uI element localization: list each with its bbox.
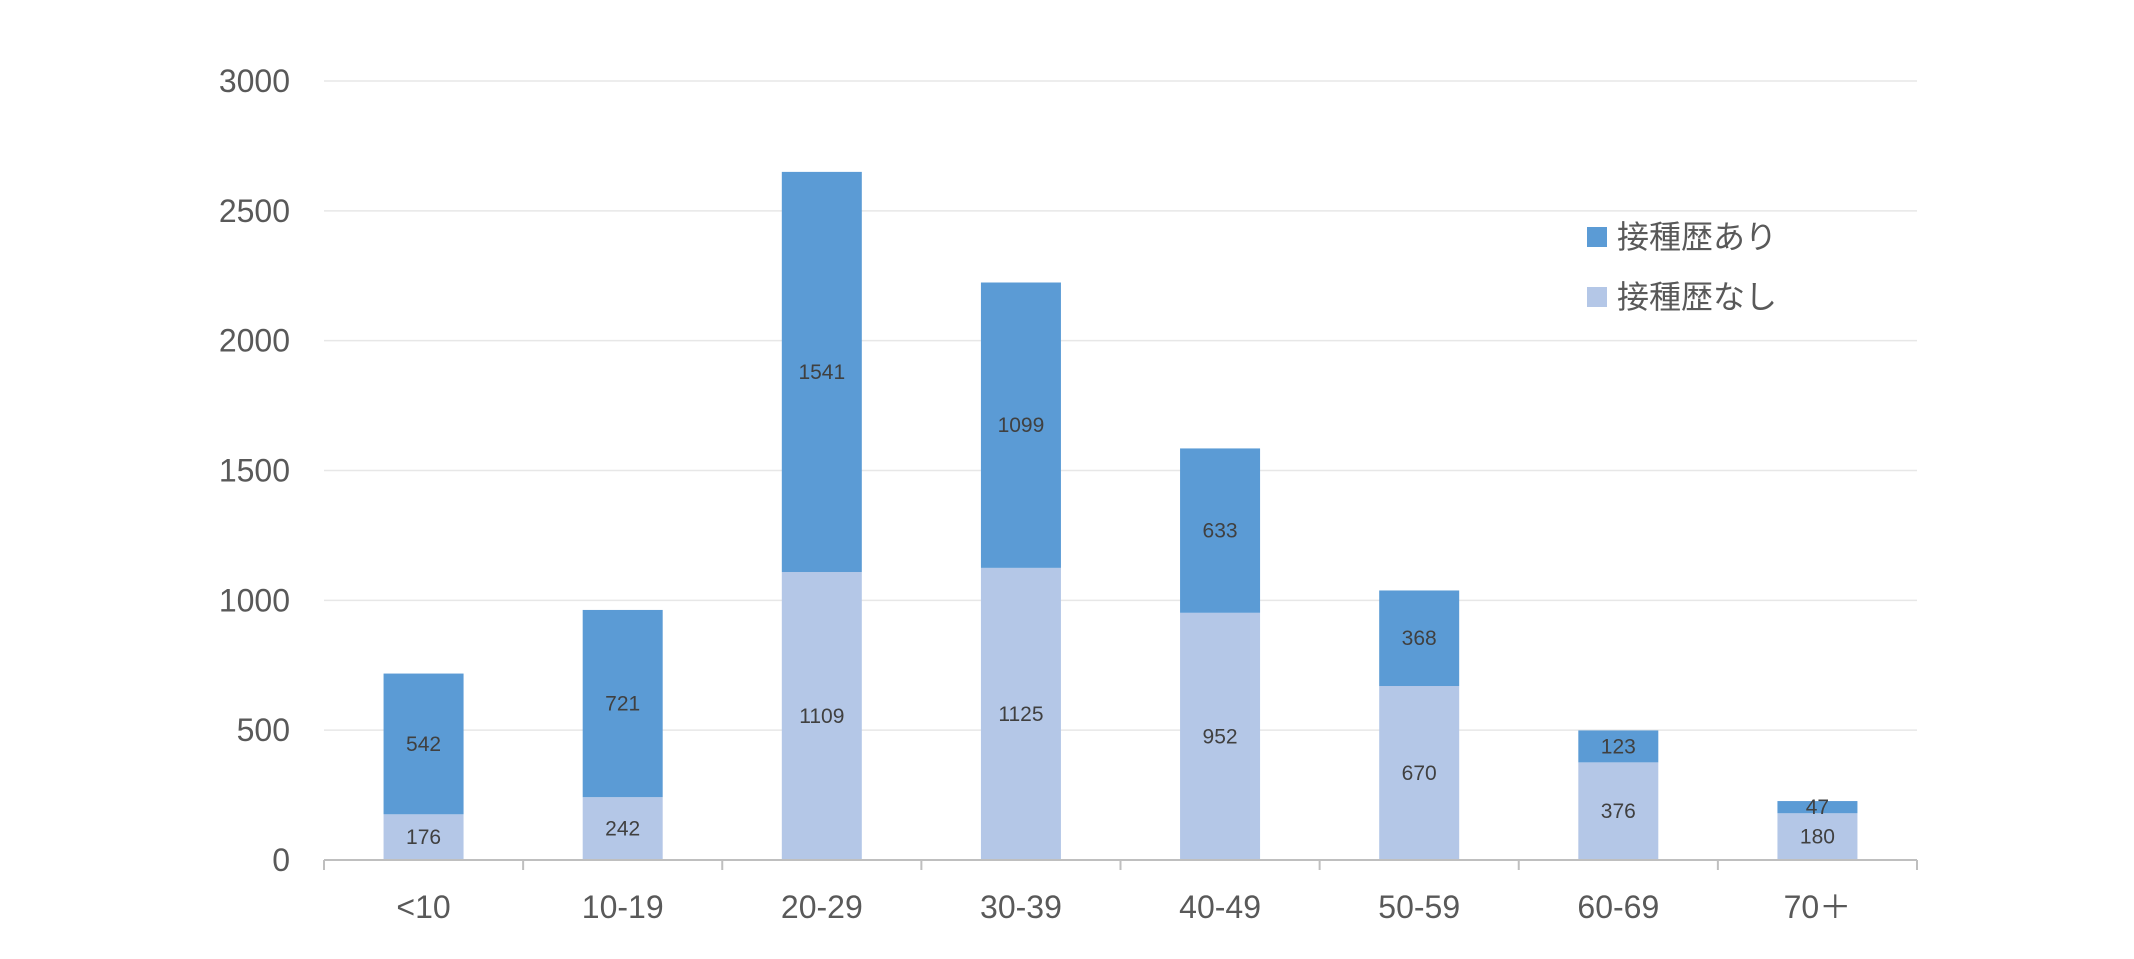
bar-segment [1180,448,1261,613]
x-tick-label: 30-39 [980,889,1062,925]
data-label: 1109 [799,705,844,728]
data-label: 123 [1601,735,1636,758]
bar-segment [1777,813,1858,860]
y-tick-label: 3000 [219,63,290,99]
y-tick-label: 1500 [219,453,290,489]
data-label: 1099 [998,414,1045,437]
data-label: 633 [1203,520,1238,543]
y-tick-label: 0 [272,842,290,878]
bar-segment [582,797,663,860]
bar-segment [781,572,862,860]
data-labels: 176 542 242 721 1109 1541 1125 1099 952 633 670 368… [406,361,1835,849]
bar-segment [980,282,1061,568]
y-tick-label: 2500 [219,193,290,229]
x-tick-label: 40-49 [1179,889,1261,925]
bar-segment [1578,762,1659,860]
x-tick-label: 70＋ [1784,889,1852,925]
bar-segment [980,567,1061,860]
data-label: 721 [605,693,640,716]
data-label: 180 [1800,826,1835,849]
data-label: 1125 [998,703,1043,726]
x-tick-label: 20-29 [781,889,863,925]
x-tick-label: 50-59 [1378,889,1460,925]
bar-segment [781,171,862,573]
x-tick-label: 10-19 [582,889,664,925]
data-label: 368 [1402,627,1437,650]
data-label: 952 [1203,725,1238,748]
bars [383,171,1858,860]
data-label: 670 [1402,762,1437,785]
axes: 0 500 1000 1500 2000 2500 3000 <10 10-19 20-29 30-… [219,63,1918,925]
bar-segment [1777,801,1858,814]
bar-segment [1578,730,1659,763]
bar-segment [1180,612,1261,860]
legend-label: 接種歴あり [1617,219,1777,255]
data-label: 542 [406,733,441,756]
y-tick-label: 500 [237,712,290,748]
legend-swatch [1587,287,1607,307]
bar-segment [383,814,464,860]
gridlines [324,80,1917,731]
bar-segment [582,609,663,798]
bar-segment [383,673,464,815]
x-tick-label: <10 [396,889,450,925]
data-label: 176 [406,826,441,849]
data-label: 242 [605,818,640,841]
data-label: 47 [1806,796,1829,819]
legend-label: 接種歴なし [1617,279,1777,315]
x-tick-label: 60-69 [1577,889,1659,925]
y-tick-label: 1000 [219,582,290,618]
bar-segment [1379,686,1460,860]
bar-segment [1379,590,1460,687]
data-label: 1541 [798,361,845,384]
legend-swatch [1587,227,1607,247]
y-tick-label: 2000 [219,323,290,359]
data-label: 376 [1601,800,1636,823]
